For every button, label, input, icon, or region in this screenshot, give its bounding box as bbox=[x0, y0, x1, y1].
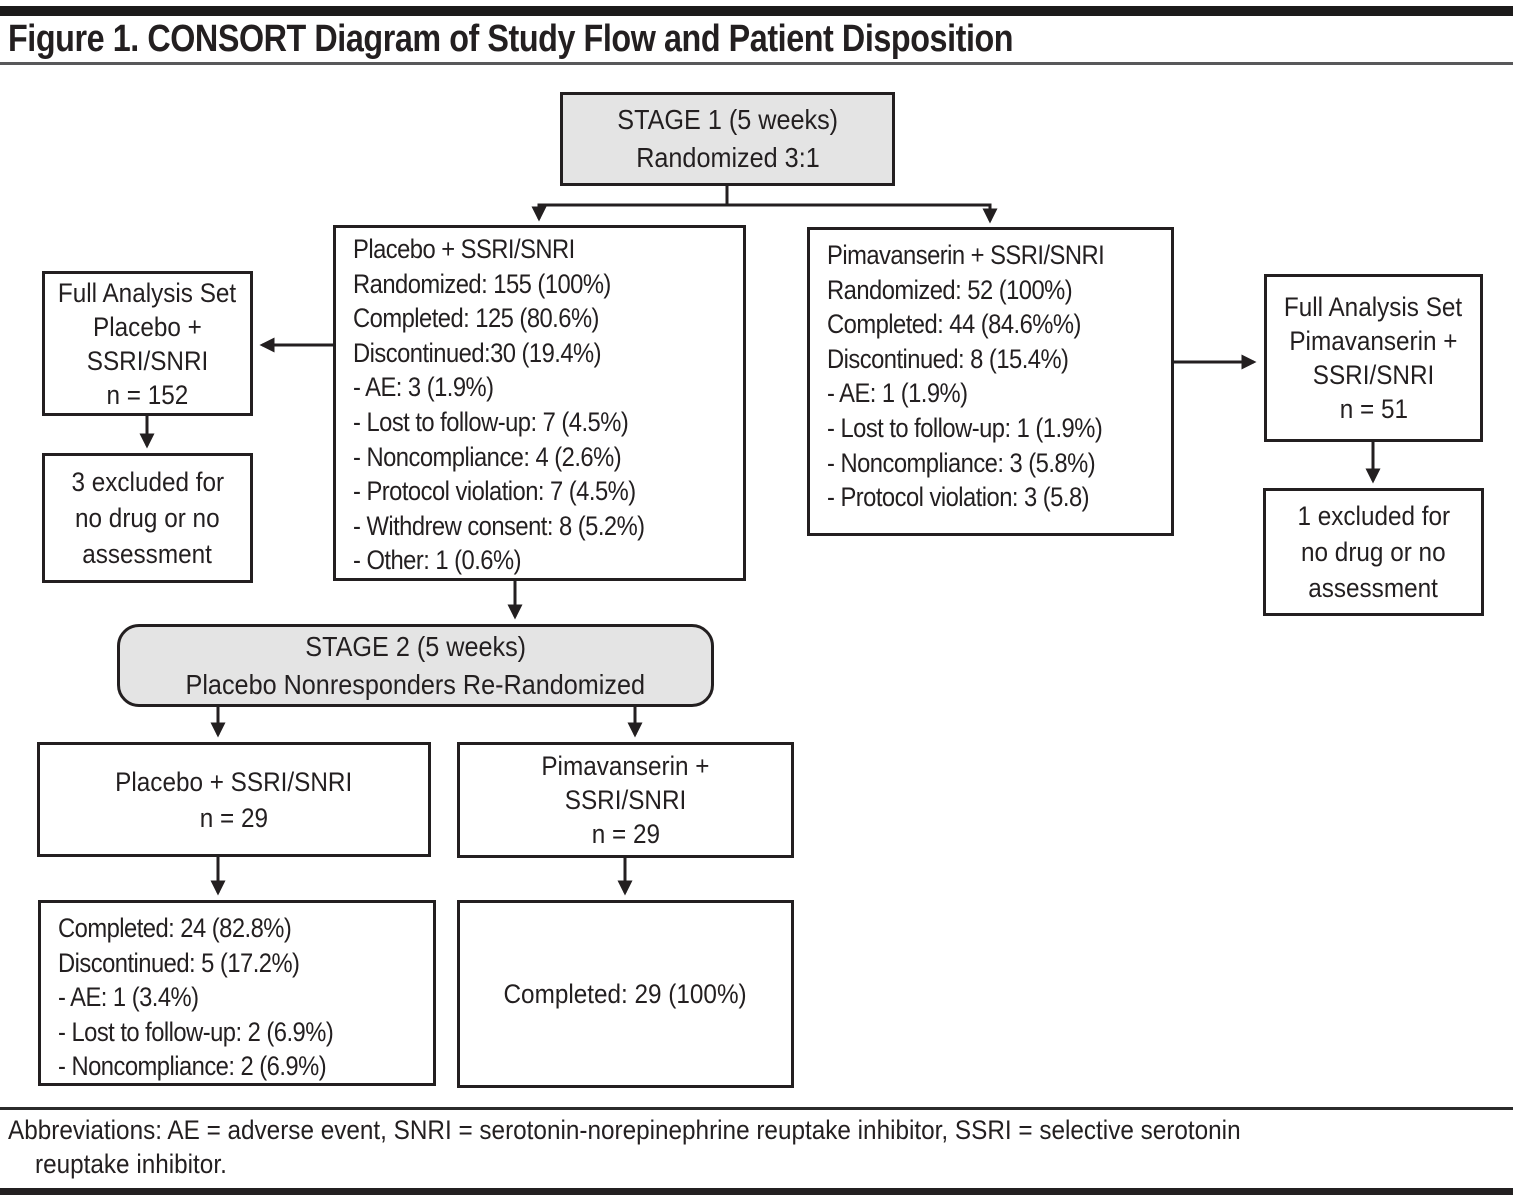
completed-count: Completed: 29 (100%) bbox=[503, 979, 748, 1009]
placebo-stage2-outcome-box: Completed: 24 (82.8%) Discontinued: 5 (1… bbox=[38, 900, 436, 1086]
reason-protocol-violation: - Protocol violation: 7 (4.5%) bbox=[353, 476, 636, 507]
excluded-placebo-box: 3 excluded for no drug or no assessment bbox=[42, 453, 253, 583]
reason-noncompliance: - Noncompliance: 4 (2.6%) bbox=[353, 441, 622, 472]
reason-withdrew-consent: - Withdrew consent: 8 (5.2%) bbox=[353, 510, 645, 541]
fas-n: n = 51 bbox=[1339, 394, 1408, 424]
excluded-line: 3 excluded for bbox=[71, 467, 224, 497]
pimavanserin-stage1-box: Pimavanserin + SSRI/SNRI Randomized: 52 … bbox=[807, 227, 1174, 536]
fas-arm-2: SSRI/SNRI bbox=[86, 345, 209, 376]
arm-label: Pimavanserin + SSRI/SNRI bbox=[827, 240, 1105, 270]
reason-noncompliance: - Noncompliance: 3 (5.8%) bbox=[827, 447, 1096, 478]
reason-noncompliance: - Noncompliance: 2 (6.9%) bbox=[58, 1051, 327, 1082]
stage2-box: STAGE 2 (5 weeks) Placebo Nonresponders … bbox=[117, 624, 714, 707]
reason-other: - Other: 1 (0.6%) bbox=[353, 545, 521, 576]
arm-label: Placebo + SSRI/SNRI bbox=[353, 234, 575, 264]
reason-lost-to-follow-up: - Lost to follow-up: 7 (4.5%) bbox=[353, 406, 629, 437]
reason-ae: - AE: 1 (1.9%) bbox=[827, 378, 968, 409]
figure-title: Figure 1. CONSORT Diagram of Study Flow … bbox=[8, 18, 1014, 60]
fas-n: n = 152 bbox=[106, 379, 189, 410]
fas-placebo-box: Full Analysis Set Placebo + SSRI/SNRI n … bbox=[42, 271, 253, 416]
arm-label: Pimavanserin + bbox=[541, 751, 710, 781]
randomized-count: Randomized: 52 (100%) bbox=[827, 274, 1073, 305]
title-underline bbox=[0, 62, 1513, 65]
abbreviations-line: reuptake inhibitor. bbox=[35, 1149, 227, 1179]
fas-arm: Pimavanserin + bbox=[1289, 326, 1458, 356]
fas-label: Full Analysis Set bbox=[1284, 292, 1463, 322]
reason-lost-to-follow-up: - Lost to follow-up: 2 (6.9%) bbox=[58, 1016, 334, 1047]
excluded-pimavanserin-box: 1 excluded for no drug or no assessment bbox=[1263, 488, 1484, 616]
reason-ae: - AE: 1 (3.4%) bbox=[58, 982, 199, 1013]
top-rule bbox=[0, 6, 1513, 16]
excluded-line: assessment bbox=[1308, 573, 1439, 603]
fas-arm-2: SSRI/SNRI bbox=[1312, 360, 1435, 390]
discontinued-count: Discontinued: 5 (17.2%) bbox=[58, 947, 300, 978]
stage2-subtitle: Placebo Nonresponders Re-Randomized bbox=[185, 668, 646, 700]
stage1-title: STAGE 1 (5 weeks) bbox=[617, 104, 838, 135]
abbreviations-note: Abbreviations: AE = adverse event, SNRI … bbox=[8, 1113, 1498, 1181]
reason-protocol-violation: - Protocol violation: 3 (5.8) bbox=[827, 482, 1090, 513]
reason-lost-to-follow-up: - Lost to follow-up: 1 (1.9%) bbox=[827, 412, 1103, 443]
stage1-subtitle: Randomized 3:1 bbox=[635, 142, 820, 173]
reason-ae: - AE: 3 (1.9%) bbox=[353, 372, 494, 403]
completed-count: Completed: 24 (82.8%) bbox=[58, 913, 292, 943]
placebo-stage1-box: Placebo + SSRI/SNRI Randomized: 155 (100… bbox=[333, 225, 746, 581]
pimavanserin-stage2-outcome-box: Completed: 29 (100%) bbox=[457, 900, 794, 1088]
fas-label: Full Analysis Set bbox=[58, 277, 237, 308]
excluded-line: no drug or no bbox=[75, 503, 220, 533]
stage1-box: STAGE 1 (5 weeks) Randomized 3:1 bbox=[560, 92, 895, 186]
bottom-rule bbox=[0, 1188, 1513, 1195]
footer-rule bbox=[0, 1107, 1513, 1110]
fas-pimavanserin-box: Full Analysis Set Pimavanserin + SSRI/SN… bbox=[1264, 274, 1483, 442]
fas-arm: Placebo + bbox=[93, 311, 202, 342]
randomized-count: Randomized: 155 (100%) bbox=[353, 268, 611, 299]
excluded-line: no drug or no bbox=[1301, 537, 1446, 567]
stage2-title: STAGE 2 (5 weeks) bbox=[305, 630, 526, 662]
excluded-line: 1 excluded for bbox=[1297, 501, 1450, 531]
arm-label: Placebo + SSRI/SNRI bbox=[115, 766, 353, 797]
pimavanserin-stage2-box: Pimavanserin + SSRI/SNRI n = 29 bbox=[457, 742, 794, 858]
abbreviations-line: Abbreviations: AE = adverse event, SNRI … bbox=[8, 1115, 1241, 1145]
placebo-stage2-box: Placebo + SSRI/SNRI n = 29 bbox=[37, 742, 431, 857]
arm-label-2: SSRI/SNRI bbox=[564, 785, 687, 815]
discontinued-count: Discontinued:30 (19.4%) bbox=[353, 337, 602, 368]
discontinued-count: Discontinued: 8 (15.4%) bbox=[827, 343, 1069, 374]
arm-n: n = 29 bbox=[591, 819, 660, 849]
completed-count: Completed: 44 (84.6%%) bbox=[827, 309, 1081, 340]
excluded-line: assessment bbox=[82, 539, 213, 569]
arm-n: n = 29 bbox=[199, 802, 269, 833]
completed-count: Completed: 125 (80.6%) bbox=[353, 303, 599, 334]
